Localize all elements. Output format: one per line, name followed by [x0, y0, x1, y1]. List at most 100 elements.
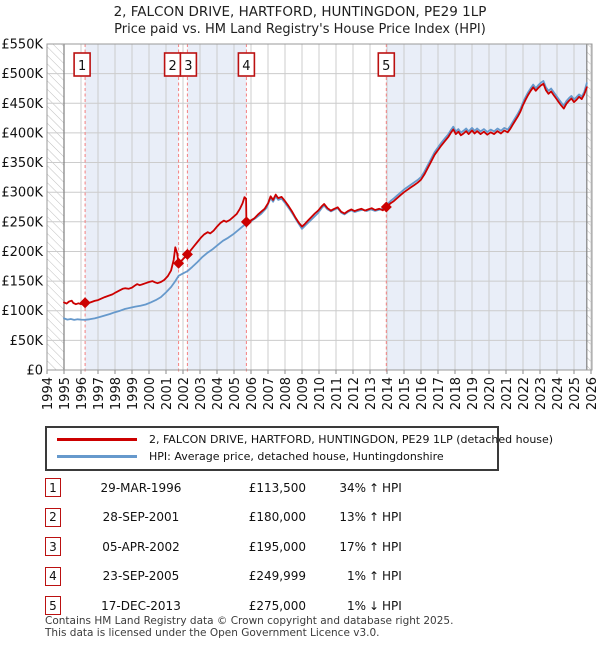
x-axis-label: 2016 [415, 377, 430, 410]
sale-number-box [73, 52, 91, 77]
sale-price: £249,999 [248, 569, 306, 584]
legend-label: 2, FALCON DRIVE, HARTFORD, HUNTINGDON, P… [149, 433, 554, 446]
sale-marker [240, 216, 252, 228]
sale-table-row: 2 28-SEP-2001 £180,000 13% ↑ HPI [45, 503, 505, 533]
x-axis-label: 2022 [517, 377, 532, 410]
legend-item: 2, FALCON DRIVE, HARTFORD, HUNTINGDON, P… [47, 431, 553, 448]
x-axis-label: 2009 [296, 377, 311, 410]
x-axis-label: 2018 [449, 377, 464, 410]
sale-hpi-ref: HPI [382, 510, 402, 525]
y-axis-label: £350K [1, 156, 43, 171]
x-axis-label: 1999 [126, 377, 141, 410]
x-axis-label: 2013 [364, 377, 379, 410]
sale-marker [79, 297, 91, 309]
sale-price: £275,000 [248, 598, 306, 613]
x-axis-label: 2001 [160, 377, 175, 410]
y-axis-label: £500K [1, 67, 43, 82]
sale-number-badge: 4 [45, 566, 61, 586]
sale-hpi-direction-arrow: ↓ [368, 598, 380, 613]
sale-date: 23-SEP-2005 [102, 569, 180, 584]
sale-number-box [377, 52, 396, 77]
sale-hpi-percent: 17% [339, 539, 366, 554]
sale-price: £195,000 [248, 539, 306, 554]
legend-line-swatch [57, 455, 137, 458]
sale-number-box [237, 52, 256, 77]
sale-hpi-ref: HPI [382, 539, 402, 554]
x-axis-label: 2020 [483, 377, 498, 410]
sale-hpi-percent: 34% [339, 480, 366, 495]
legend-line-swatch [57, 438, 137, 441]
sale-hpi-direction-arrow: ↑ [368, 539, 380, 554]
x-axis-label: 2026 [585, 377, 600, 410]
sale-marker [181, 248, 193, 260]
y-axis-label: £550K [1, 38, 43, 53]
x-axis-label: 2011 [330, 377, 345, 410]
y-axis-label: £200K [1, 245, 43, 260]
chart-legend: 2, FALCON DRIVE, HARTFORD, HUNTINGDON, P… [45, 426, 553, 471]
price-hpi-chart: 1 2 3 4 5£0£50K£100K£150K£200K£250K£300K£350… [1, 38, 600, 411]
sale-hpi-ref: HPI [382, 569, 402, 584]
sale-marker [380, 201, 392, 213]
y-axis-label: £450K [1, 97, 43, 112]
page-title: 2, FALCON DRIVE, HARTFORD, HUNTINGDON, P… [113, 4, 487, 20]
sale-table-row: 3 05-APR-2002 £195,000 17% ↑ HPI [45, 532, 505, 562]
x-axis-label: 2025 [568, 377, 583, 410]
sale-hpi-percent: 1% [346, 598, 366, 613]
y-axis-label: £250K [1, 215, 43, 230]
sale-hpi-direction-arrow: ↑ [368, 480, 380, 495]
y-axis-label: £50K [10, 334, 44, 349]
sale-hpi-percent: 13% [339, 510, 366, 525]
x-axis-label: 2019 [466, 377, 481, 410]
y-axis-label: £0 [26, 364, 43, 379]
sale-date: 05-APR-2002 [102, 539, 180, 554]
sale-number: 5 [382, 59, 390, 74]
y-axis-label: £150K [1, 275, 43, 290]
ownership-band [386, 44, 587, 370]
sale-number: 4 [242, 59, 250, 74]
legend-item: HPI: Average price, detached house, Hunt… [47, 448, 497, 465]
sale-hpi-direction-arrow: ↑ [368, 569, 380, 584]
x-axis-label: 1998 [109, 377, 124, 410]
x-axis-label: 2014 [381, 377, 396, 410]
no-data-hatch [586, 44, 593, 370]
sale-number-badge: 5 [45, 596, 61, 616]
sale-hpi-ref: HPI [382, 598, 402, 613]
sale-hpi-ref: HPI [382, 480, 402, 495]
x-axis-label: 2015 [398, 377, 413, 410]
sale-table-row: 4 23-SEP-2005 £249,999 1% ↑ HPI [45, 562, 505, 592]
x-axis-label: 1997 [92, 377, 107, 410]
x-axis-label: 2005 [228, 377, 243, 410]
y-axis-label: £400K [1, 126, 43, 141]
no-data-hatch [47, 44, 64, 370]
x-axis-label: 2021 [500, 377, 515, 410]
x-axis-label: 2008 [279, 377, 294, 410]
property-price-line [63, 82, 588, 306]
sale-number-badge: 2 [45, 507, 61, 527]
x-axis-label: 2024 [551, 377, 566, 410]
x-axis-label: 2012 [347, 377, 362, 410]
sale-number: 3 [184, 59, 192, 74]
sale-date: 28-SEP-2001 [102, 510, 180, 525]
x-axis-label: 2002 [177, 377, 192, 410]
sale-number-badge: 1 [45, 478, 61, 498]
x-axis-label: 1996 [75, 377, 90, 410]
x-axis-label: 2003 [194, 377, 209, 410]
x-axis-label: 2004 [211, 377, 226, 410]
page-subtitle: Price paid vs. HM Land Registry's House … [114, 22, 486, 37]
x-axis-label: 2017 [432, 377, 447, 410]
hpi-line [63, 80, 588, 321]
sale-hpi-direction-arrow: ↑ [368, 510, 380, 525]
sale-price: £180,000 [248, 510, 306, 525]
x-axis-label: 1994 [41, 377, 56, 410]
footer: Contains HM Land Registry data © Crown c… [45, 615, 454, 639]
sale-number-badge: 3 [45, 537, 61, 557]
x-axis-label: 1995 [58, 377, 73, 410]
sale-marker [173, 257, 185, 269]
x-axis-label: 2000 [143, 377, 158, 410]
footer-line-1: Contains HM Land Registry data © Crown c… [45, 615, 454, 627]
sales-table: 1 29-MAR-1996 £113,500 34% ↑ HPI 2 28-SEP-2001 £… [45, 473, 505, 621]
footer-line-2: This data is licensed under the Open Gov… [45, 626, 380, 639]
sale-number-box [179, 52, 198, 77]
x-axis-label: 2023 [534, 377, 549, 410]
